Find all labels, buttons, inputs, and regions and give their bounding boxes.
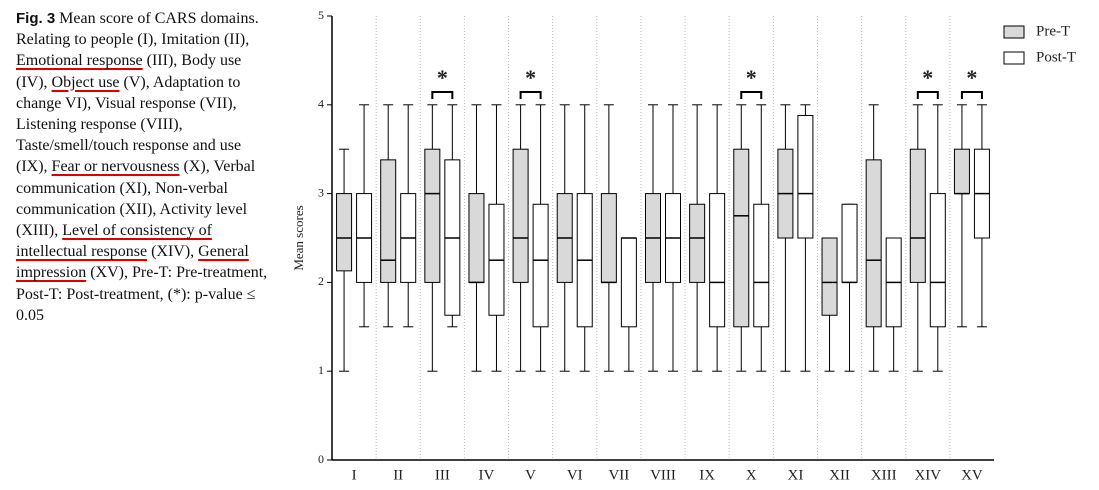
box: [797, 114, 814, 239]
y-tick-label: 0: [318, 452, 324, 466]
highlighted-text: Object use: [51, 73, 120, 91]
box: [753, 203, 770, 328]
caption-text: (III), Body use (IV),: [16, 52, 242, 91]
highlighted-text: Emotional response: [16, 52, 143, 70]
y-axis-label: Mean scores: [291, 205, 306, 270]
caption-text: Mean score of CARS domains. Relating to …: [16, 10, 259, 49]
legend-label: Post-T: [1036, 49, 1076, 65]
x-tick-label: X: [746, 467, 757, 483]
legend-swatch: [1003, 51, 1025, 65]
x-tick-label: XIV: [914, 467, 941, 483]
box: [841, 203, 858, 283]
box: [600, 193, 617, 283]
significance-bracket: [740, 91, 763, 99]
x-tick-label: IV: [479, 467, 495, 483]
x-tick-label: XIII: [871, 467, 897, 483]
x-tick-label: VII: [608, 467, 629, 483]
box: [512, 148, 529, 283]
significance-bracket: [431, 91, 454, 99]
y-tick-label: 4: [318, 97, 324, 111]
significance-bracket: [519, 91, 542, 99]
box: [865, 159, 882, 328]
x-tick-label: I: [352, 467, 357, 483]
caption-text: (XIV),: [147, 243, 199, 261]
caption-text: (XV), Pre-T: Pre-treatment, Post-T: Post…: [16, 264, 268, 324]
significance-bracket: [960, 91, 983, 99]
x-tick-label: II: [393, 467, 403, 483]
x-tick-label: XI: [787, 467, 803, 483]
box: [380, 159, 397, 283]
caption: Fig. 3 Mean score of CARS domains. Relati…: [16, 8, 274, 326]
highlighted-text: Fear or nervousness: [51, 158, 180, 176]
box: [424, 148, 441, 283]
x-tick-label: VI: [567, 467, 583, 483]
significance-marker: *: [437, 65, 448, 90]
x-tick-label: XV: [961, 467, 983, 483]
y-tick-label: 3: [318, 185, 324, 199]
significance-marker: *: [966, 65, 977, 90]
highlighted-text: Level of consistency of intellectual res…: [16, 222, 212, 261]
box: [689, 203, 706, 283]
significance-marker: *: [922, 65, 933, 90]
y-tick-label: 5: [318, 8, 324, 22]
x-tick-label: VIII: [650, 467, 676, 483]
box: [336, 193, 353, 272]
box: [620, 237, 637, 328]
x-tick-label: V: [525, 467, 536, 483]
x-tick-label: IX: [699, 467, 715, 483]
y-tick-label: 2: [318, 274, 324, 288]
box: [821, 237, 838, 316]
highlighted-text: General impression: [16, 243, 249, 282]
x-tick-label: III: [435, 467, 450, 483]
box: [468, 193, 485, 283]
caption-text: (V), Adaptation to change VI), Visual re…: [16, 73, 242, 176]
box: [709, 193, 726, 328]
figure-label: Fig. 3: [16, 10, 56, 27]
legend-label: Pre-T: [1036, 23, 1070, 39]
box: [929, 193, 946, 328]
box: [953, 148, 970, 195]
significance-bracket: [916, 91, 939, 99]
significance-marker: *: [525, 65, 536, 90]
box: [909, 148, 926, 283]
y-tick-label: 1: [318, 363, 324, 377]
significance-marker: *: [746, 65, 757, 90]
x-tick-label: XII: [829, 467, 850, 483]
box: [733, 148, 750, 328]
box: [532, 203, 549, 328]
legend-swatch: [1003, 25, 1025, 39]
caption-text: (X), Verbal communication (XI), Non-verb…: [16, 158, 256, 240]
